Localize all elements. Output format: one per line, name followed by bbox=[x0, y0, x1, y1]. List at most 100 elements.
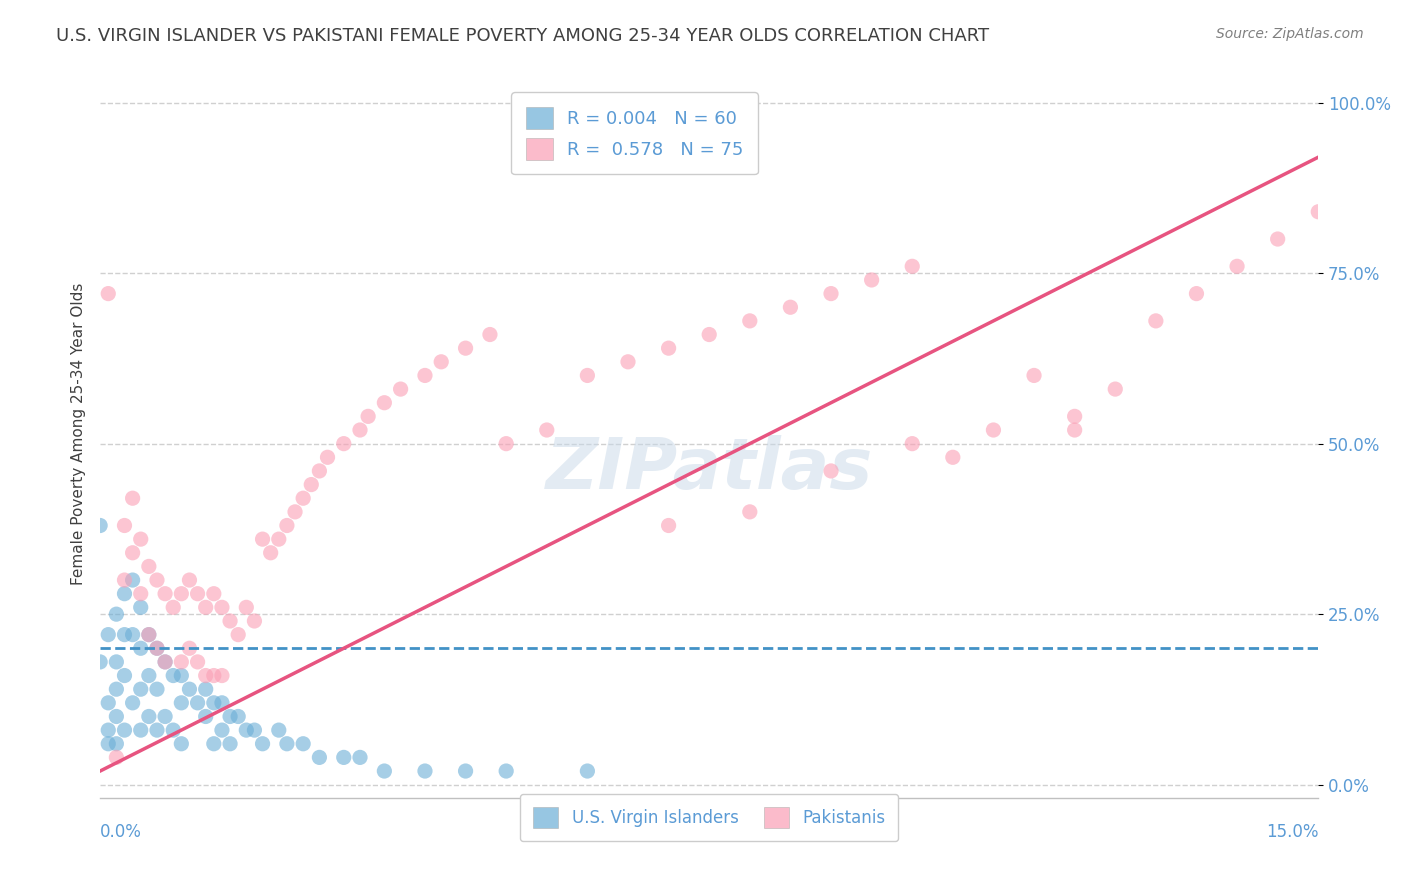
Point bbox=[129, 723, 152, 738]
Text: 0.0%: 0.0% bbox=[100, 823, 142, 841]
Point bbox=[105, 655, 128, 669]
Point bbox=[138, 668, 160, 682]
Point bbox=[332, 436, 354, 450]
Point bbox=[219, 709, 242, 723]
Point bbox=[187, 696, 209, 710]
Point bbox=[146, 573, 169, 587]
Point bbox=[194, 668, 217, 682]
Point bbox=[901, 260, 924, 274]
Point bbox=[1185, 286, 1208, 301]
Point bbox=[114, 668, 136, 682]
Point bbox=[617, 355, 640, 369]
Point bbox=[153, 709, 176, 723]
Point bbox=[97, 723, 120, 738]
Point bbox=[820, 464, 842, 478]
Point bbox=[292, 737, 315, 751]
Point bbox=[413, 368, 436, 383]
Point bbox=[162, 600, 184, 615]
Point bbox=[138, 627, 160, 641]
Point bbox=[170, 655, 193, 669]
Point bbox=[252, 737, 274, 751]
Point bbox=[105, 737, 128, 751]
Point bbox=[114, 587, 136, 601]
Point bbox=[316, 450, 339, 465]
Point bbox=[219, 614, 242, 628]
Point bbox=[170, 668, 193, 682]
Point bbox=[138, 627, 160, 641]
Point bbox=[576, 368, 599, 383]
Point bbox=[179, 682, 201, 697]
Point bbox=[226, 627, 249, 641]
Point bbox=[138, 709, 160, 723]
Point bbox=[332, 750, 354, 764]
Point bbox=[153, 655, 176, 669]
Point bbox=[1226, 260, 1249, 274]
Point bbox=[162, 668, 184, 682]
Point bbox=[153, 587, 176, 601]
Point bbox=[202, 737, 225, 751]
Point bbox=[105, 682, 128, 697]
Point bbox=[146, 641, 169, 656]
Point bbox=[430, 355, 453, 369]
Point bbox=[129, 600, 152, 615]
Point bbox=[114, 627, 136, 641]
Point bbox=[194, 709, 217, 723]
Point bbox=[97, 286, 120, 301]
Legend: U.S. Virgin Islanders, Pakistanis: U.S. Virgin Islanders, Pakistanis bbox=[520, 794, 898, 841]
Point bbox=[284, 505, 307, 519]
Point bbox=[235, 600, 257, 615]
Point bbox=[738, 314, 761, 328]
Text: U.S. VIRGIN ISLANDER VS PAKISTANI FEMALE POVERTY AMONG 25-34 YEAR OLDS CORRELATI: U.S. VIRGIN ISLANDER VS PAKISTANI FEMALE… bbox=[56, 27, 990, 45]
Y-axis label: Female Poverty Among 25-34 Year Olds: Female Poverty Among 25-34 Year Olds bbox=[72, 282, 86, 584]
Point bbox=[114, 723, 136, 738]
Text: ZIPatlas: ZIPatlas bbox=[546, 435, 873, 504]
Point bbox=[349, 423, 371, 437]
Point bbox=[146, 682, 169, 697]
Point bbox=[1267, 232, 1289, 246]
Point bbox=[658, 341, 681, 355]
Point bbox=[114, 573, 136, 587]
Point bbox=[308, 464, 330, 478]
Point bbox=[478, 327, 501, 342]
Point bbox=[170, 737, 193, 751]
Point bbox=[413, 764, 436, 778]
Point bbox=[105, 607, 128, 622]
Point bbox=[299, 477, 322, 491]
Point bbox=[536, 423, 558, 437]
Point bbox=[121, 573, 143, 587]
Point bbox=[252, 532, 274, 546]
Point bbox=[129, 641, 152, 656]
Point bbox=[1144, 314, 1167, 328]
Point bbox=[146, 723, 169, 738]
Point bbox=[211, 668, 233, 682]
Point bbox=[235, 723, 257, 738]
Point bbox=[267, 723, 290, 738]
Point bbox=[211, 696, 233, 710]
Point bbox=[121, 627, 143, 641]
Point bbox=[1063, 409, 1085, 424]
Point bbox=[202, 587, 225, 601]
Point bbox=[292, 491, 315, 506]
Point bbox=[211, 723, 233, 738]
Point bbox=[97, 627, 120, 641]
Point bbox=[576, 764, 599, 778]
Point bbox=[373, 395, 395, 409]
Point bbox=[267, 532, 290, 546]
Point bbox=[495, 764, 517, 778]
Point bbox=[779, 300, 801, 314]
Point bbox=[121, 546, 143, 560]
Point bbox=[357, 409, 380, 424]
Point bbox=[219, 737, 242, 751]
Point bbox=[105, 709, 128, 723]
Point bbox=[129, 682, 152, 697]
Point bbox=[162, 723, 184, 738]
Point bbox=[495, 436, 517, 450]
Point bbox=[276, 737, 298, 751]
Point bbox=[226, 709, 249, 723]
Point bbox=[89, 655, 111, 669]
Point bbox=[260, 546, 283, 560]
Point bbox=[983, 423, 1005, 437]
Point bbox=[658, 518, 681, 533]
Point bbox=[243, 723, 266, 738]
Point bbox=[308, 750, 330, 764]
